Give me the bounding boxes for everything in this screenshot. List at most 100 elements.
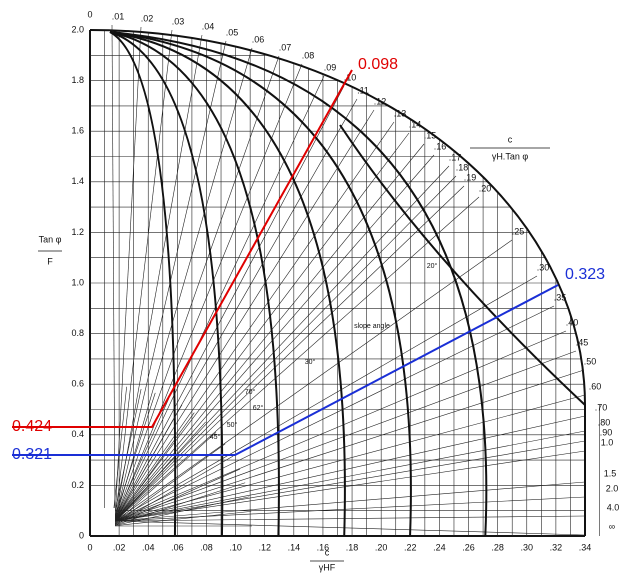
radial-line xyxy=(114,109,375,522)
red-left-reading: 0.424 xyxy=(12,418,52,435)
radial-line xyxy=(111,24,116,522)
fan-line xyxy=(111,482,246,527)
fan-line xyxy=(111,443,226,527)
arc-tick-label: .01 xyxy=(112,11,125,21)
angle-label: 20° xyxy=(427,262,438,270)
slope-curve xyxy=(109,31,177,537)
arc-tick-label: .15 xyxy=(424,130,437,140)
radial-line xyxy=(114,520,586,536)
fan-line xyxy=(111,432,217,527)
radial-line xyxy=(114,515,586,522)
radial-line xyxy=(114,29,173,522)
radial-line xyxy=(114,185,465,522)
arc-tick-label: .40 xyxy=(566,317,579,327)
arc-tick-label: .11 xyxy=(357,85,369,95)
y-tick-label: 0.2 xyxy=(71,480,84,490)
arc-tick-label: .13 xyxy=(394,108,407,118)
slope-curve xyxy=(109,31,488,537)
arc-tick-label: .45 xyxy=(576,337,589,347)
x-tick-label: 0 xyxy=(87,542,92,552)
x-axis-label-bottom: γHF xyxy=(319,562,336,572)
angle-label: 50° xyxy=(227,421,238,429)
x-tick-label: .34 xyxy=(579,542,592,552)
radial-line xyxy=(114,165,450,522)
blue-right-reading: 0.323 xyxy=(565,266,605,283)
red-top-reading: 0.098 xyxy=(358,56,398,73)
arc-tick-label: .30 xyxy=(537,262,550,272)
arc-tick-label: ∞ xyxy=(609,521,615,531)
x-tick-label: .32 xyxy=(550,542,563,552)
fan-line xyxy=(111,511,252,527)
arc-tick-label: .12 xyxy=(374,96,387,106)
x-tick-label: .12 xyxy=(258,542,271,552)
radial-line xyxy=(114,154,435,522)
radial-line xyxy=(114,63,303,522)
arc-tick-label: .05 xyxy=(226,27,239,37)
arc-tick-label: .90 xyxy=(600,427,613,437)
y-tick-label: 2.0 xyxy=(71,24,84,34)
radial-line xyxy=(114,440,586,522)
arc-tick-label: 1.5 xyxy=(604,468,617,478)
fan-line xyxy=(111,397,170,527)
radial-line xyxy=(114,175,457,522)
x-tick-label: .08 xyxy=(200,542,213,552)
arc-tick-label: .35 xyxy=(554,292,567,302)
radial-line xyxy=(114,47,253,522)
radial-line xyxy=(114,394,586,522)
x-tick-label: .06 xyxy=(171,542,184,552)
x-tick-label: .28 xyxy=(491,542,504,552)
slope-curve xyxy=(109,31,412,537)
slope-angle-label: slope angle xyxy=(354,323,390,330)
radial-line xyxy=(114,55,280,522)
arc-tick-label: 1.0 xyxy=(601,437,614,447)
radial-line xyxy=(114,275,538,522)
arc-tick-label: .08 xyxy=(302,50,315,60)
fan-line xyxy=(111,455,234,527)
radial-line xyxy=(114,75,325,522)
x-tick-label: .14 xyxy=(288,542,301,552)
x-tick-label: .30 xyxy=(521,542,534,552)
y-tick-label: 1.2 xyxy=(71,227,84,237)
radial-line xyxy=(114,496,586,522)
origin-blank xyxy=(91,508,115,535)
boundary-curve xyxy=(339,124,586,406)
arc-tick-label: .10 xyxy=(344,72,357,82)
arc-tick-label: .80 xyxy=(598,417,611,427)
fan-line xyxy=(111,412,195,527)
arc-tick-label: .50 xyxy=(584,356,597,366)
arc-tick-label: .25 xyxy=(512,226,525,236)
arc-tick-label: .60 xyxy=(589,381,602,391)
angle-label: 45° xyxy=(210,433,221,441)
arc-tick-label: .04 xyxy=(202,21,215,31)
arc-tick-label: .17 xyxy=(449,152,462,162)
y-tick-label: 1.4 xyxy=(71,176,84,186)
slope-curve xyxy=(109,31,224,537)
radial-line xyxy=(114,415,586,522)
outer-arc xyxy=(89,29,586,536)
arc-tick-label: 4.0 xyxy=(607,502,620,512)
radial-line xyxy=(114,239,513,522)
radial-line xyxy=(114,34,203,522)
radial-line xyxy=(114,330,567,522)
arc-tick-label: .16 xyxy=(434,141,447,151)
x-tick-label: .24 xyxy=(433,542,446,552)
x-tick-label: .22 xyxy=(404,542,417,552)
blue-reading-line xyxy=(12,284,559,456)
radial-line xyxy=(114,450,586,522)
radial-line xyxy=(114,369,585,522)
arc-tick-label: .19 xyxy=(464,172,477,182)
arc-tick-label: 0 xyxy=(87,9,92,19)
x-tick-label: .02 xyxy=(113,542,126,552)
arc-tick-label: .20 xyxy=(479,183,492,193)
arc-tick-label: .70 xyxy=(595,402,608,412)
y-tick-label: 1.8 xyxy=(71,75,84,85)
fan-line xyxy=(111,404,183,527)
fan-line xyxy=(111,421,206,527)
y-tick-label: 0.4 xyxy=(71,429,84,439)
x-tick-label: .16 xyxy=(317,542,330,552)
radial-line xyxy=(114,85,345,522)
x-tick-label: .10 xyxy=(229,542,242,552)
radial-line xyxy=(114,132,410,522)
x-tick-label: .26 xyxy=(462,542,475,552)
